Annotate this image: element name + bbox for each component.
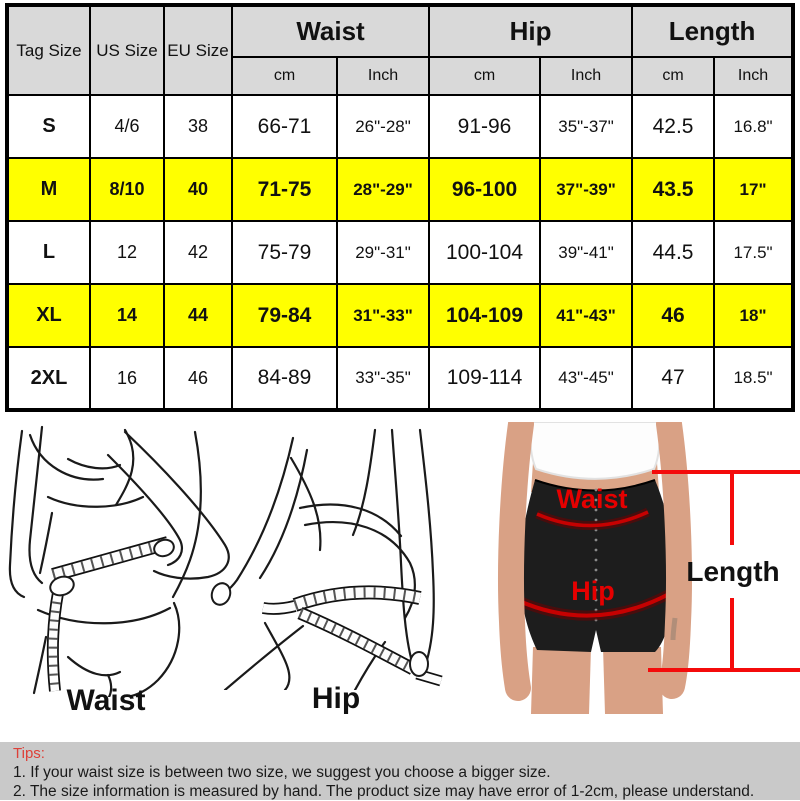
header-waist-cm: cm <box>231 56 338 96</box>
tips-bar: Tips: 1. If your waist size is between t… <box>0 742 800 800</box>
tips-title: Tips: <box>13 745 45 762</box>
cell-tag: L <box>6 220 91 285</box>
photo-hip-label: Hip <box>571 576 615 606</box>
cell-us: 16 <box>89 346 165 411</box>
header-us-size: US Size <box>89 4 165 96</box>
size-chart-table: Tag Size US Size EU Size Waist Hip Lengt… <box>5 3 796 412</box>
cell-hip-in: 39"-41" <box>539 220 634 285</box>
header-length-inch: Inch <box>713 56 795 96</box>
cell-waist-cm: 66-71 <box>231 94 338 159</box>
cell-hip-in: 37"-39" <box>539 157 634 222</box>
header-hip: Hip <box>428 4 634 58</box>
cell-waist-in: 29"-31" <box>335 220 431 285</box>
cell-us: 12 <box>89 220 165 285</box>
cell-hip-in: 43"-45" <box>539 346 634 411</box>
cell-len-cm: 44.5 <box>631 220 716 285</box>
tattoo-mark <box>670 617 678 641</box>
left-arm <box>498 422 534 701</box>
cell-len-cm: 42.5 <box>631 94 716 159</box>
header-length-cm: cm <box>631 56 716 96</box>
cell-len-in: 18.5" <box>713 346 795 411</box>
photo-waist-label: Waist <box>556 484 627 514</box>
left-hand <box>49 575 75 597</box>
cell-hip-cm: 96-100 <box>428 157 542 222</box>
cell-waist-in: 31"-33" <box>335 283 431 348</box>
cell-len-in: 16.8" <box>713 94 795 159</box>
cell-tag: 2XL <box>6 346 91 411</box>
cell-hip-cm: 109-114 <box>428 346 542 411</box>
cell-len-cm: 46 <box>631 283 716 348</box>
cell-len-cm: 43.5 <box>631 157 716 222</box>
cell-tag: S <box>6 94 91 159</box>
cell-waist-cm: 75-79 <box>231 220 338 285</box>
cell-hip-cm: 100-104 <box>428 220 542 285</box>
cell-us: 4/6 <box>89 94 165 159</box>
cell-us: 8/10 <box>89 157 165 222</box>
right-arm <box>656 422 692 699</box>
left-leg <box>531 647 591 714</box>
cell-us: 14 <box>89 283 165 348</box>
tape-end-hand <box>210 582 232 606</box>
cell-waist-cm: 71-75 <box>231 157 338 222</box>
size-table-body: S 4/6 38 66-71 26"-28" 91-96 35"-37" 42.5 16.8" M… <box>6 94 795 411</box>
cell-eu: 46 <box>163 346 233 411</box>
cell-waist-cm: 79-84 <box>231 283 338 348</box>
right-hand <box>153 538 175 558</box>
cell-eu: 44 <box>163 283 233 348</box>
cell-eu: 42 <box>163 220 233 285</box>
cell-len-in: 18" <box>713 283 795 348</box>
photo-length-label: Length <box>686 556 779 587</box>
cell-hip-in: 41"-43" <box>539 283 634 348</box>
header-waist: Waist <box>230 4 431 58</box>
header-hip-inch: Inch <box>539 56 634 96</box>
cell-len-cm: 47 <box>631 346 716 411</box>
header-hip-cm: cm <box>428 56 542 96</box>
cell-len-in: 17.5" <box>713 220 795 285</box>
header-tag-size: Tag Size <box>6 4 91 96</box>
header-length: Length <box>631 4 795 58</box>
table-row: 2XL 16 46 84-89 33"-35" 109-114 43"-45" 47 18.5" <box>6 346 795 411</box>
tip-line-1: 1. If your waist size is between two siz… <box>13 764 551 781</box>
table-row: M 8/10 40 71-75 28"-29" 96-100 37"-39" 43.5 17" <box>6 157 795 222</box>
cell-waist-in: 26"-28" <box>335 94 431 159</box>
cell-tag: M <box>6 157 91 222</box>
cell-len-in: 17" <box>713 157 795 222</box>
hip-hand <box>409 651 429 677</box>
cell-hip-in: 35"-37" <box>539 94 634 159</box>
cell-waist-in: 28"-29" <box>335 157 431 222</box>
tip-line-2: 2. The size information is measured by h… <box>13 783 755 800</box>
header-eu-size: EU Size <box>163 4 233 96</box>
product-photo-illustration: Waist Hip Length <box>498 422 800 714</box>
cell-eu: 40 <box>163 157 233 222</box>
right-leg <box>603 647 663 714</box>
waist-measure-illustration <box>8 425 230 697</box>
length-measure-lines <box>648 470 800 672</box>
hip-diagram-label: Hip <box>311 682 361 715</box>
cell-waist-in: 33"-35" <box>335 346 431 411</box>
header-waist-inch: Inch <box>335 56 431 96</box>
cell-eu: 38 <box>163 94 233 159</box>
cell-waist-cm: 84-89 <box>231 346 338 411</box>
waist-diagram-label: Waist <box>66 684 146 717</box>
hip-measure-illustration <box>210 428 443 690</box>
cell-hip-cm: 104-109 <box>428 283 542 348</box>
table-row: XL 14 44 79-84 31"-33" 104-109 41"-43" 46 18" <box>6 283 795 348</box>
crop-top <box>529 422 661 480</box>
table-row: L 12 42 75-79 29"-31" 100-104 39"-41" 44.5 17.5" <box>6 220 795 285</box>
cell-tag: XL <box>6 283 91 348</box>
table-row: S 4/6 38 66-71 26"-28" 91-96 35"-37" 42.5 16.8" <box>6 94 795 159</box>
cell-hip-cm: 91-96 <box>428 94 542 159</box>
